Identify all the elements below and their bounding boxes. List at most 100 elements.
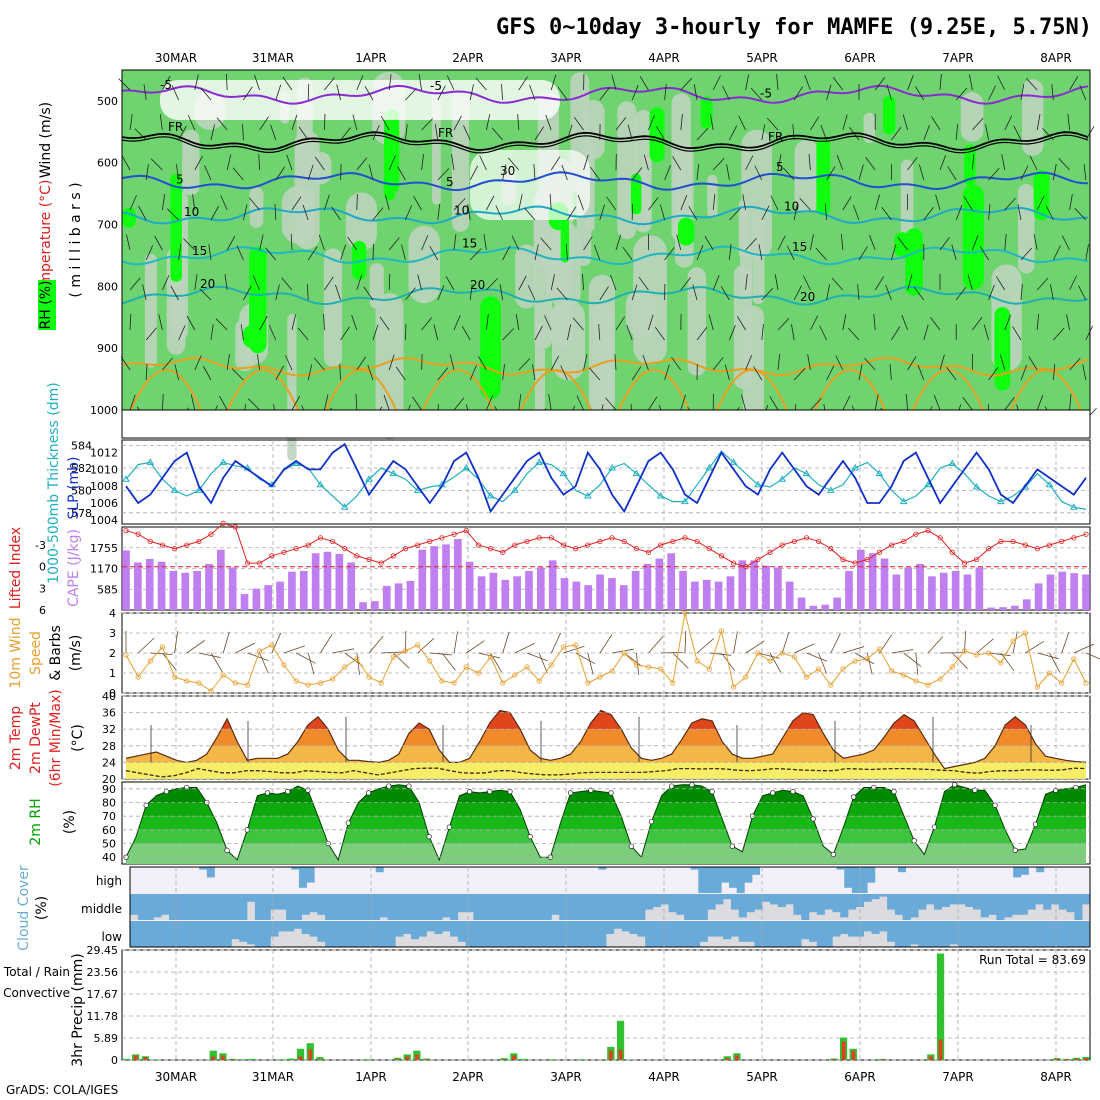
temp-band: [126, 712, 1086, 730]
cape-bar: [868, 553, 877, 610]
wind-speed-point: [415, 642, 421, 648]
wind-barb: [622, 246, 633, 261]
wind-barb: [275, 284, 280, 301]
cloud-cell: [996, 921, 1005, 947]
wind-barb: [897, 236, 908, 251]
cloud-cell: [859, 867, 868, 893]
isotherm-line: [1010, 369, 1082, 411]
wind-barb: [976, 638, 994, 654]
wind-barb: [137, 637, 155, 654]
rh-legend-swatch: [38, 280, 56, 330]
wind-speed-point: [937, 676, 943, 682]
wind-barb: [915, 652, 919, 675]
wind-axis-label: Wind (m/s): [38, 102, 54, 178]
wind-barb: [453, 397, 465, 411]
lifted-index-point: [645, 549, 652, 555]
cloud-cell: [894, 894, 903, 915]
wind-barb: [281, 277, 293, 291]
cloud-cell: [567, 894, 576, 920]
cape-bar: [809, 605, 818, 610]
rh-point: [365, 790, 372, 796]
wind-barb: [275, 365, 284, 381]
lifted-index-point: [184, 542, 190, 548]
lifted-index-point: [888, 542, 895, 548]
cloud-cell: [910, 894, 919, 918]
thickness-point: [146, 458, 155, 465]
cloud-cell: [637, 894, 646, 920]
cloud-level-label: low: [102, 930, 123, 944]
cape-bar: [122, 550, 130, 610]
wind-barb: [340, 244, 346, 261]
cloud-cell: [598, 921, 607, 947]
thickness-point: [851, 464, 859, 471]
li-tick: 6: [39, 604, 46, 617]
wind-barb: [631, 284, 638, 301]
thickness-point: [462, 464, 471, 471]
cloud-cell: [426, 921, 435, 932]
isotherm-label: FR: [168, 120, 183, 134]
cloud-cell: [418, 921, 427, 937]
wind-barb: [826, 365, 835, 381]
wind-barb: [1083, 164, 1087, 181]
wind-barb: [729, 125, 738, 141]
temp-tick: 24: [102, 756, 116, 769]
cloud-cell: [270, 894, 279, 910]
cloud-cell: [910, 921, 919, 945]
wind-barb: [648, 115, 655, 131]
wind-barb: [1020, 165, 1029, 181]
lifted-index-point: [609, 535, 615, 541]
cloud-cell: [598, 867, 607, 870]
cape-bar: [975, 567, 984, 610]
wind-barb: [696, 638, 715, 654]
cloud-cell: [582, 894, 591, 920]
wind-barb: [729, 325, 736, 341]
cloud-cell: [996, 894, 1005, 920]
cloud-cell: [528, 894, 537, 920]
wind-barb: [219, 395, 228, 411]
cloud-cell: [481, 921, 490, 947]
thickness-point: [778, 475, 787, 482]
cloud-cell: [598, 894, 607, 920]
wind-barb: [372, 125, 380, 141]
run-total-label: Run Total = 83.69: [979, 953, 1086, 967]
wind-speed-point: [487, 654, 494, 660]
wind-barb: [1036, 114, 1041, 131]
wind-barb: [615, 117, 627, 131]
wind-barb: [891, 326, 901, 341]
wind-barb: [696, 327, 708, 341]
wind-barb: [252, 275, 260, 291]
lifted-index-point: [451, 531, 457, 537]
lifted-index-point: [257, 560, 263, 566]
precip-total-bar: [519, 1058, 528, 1060]
wind-barb: [1036, 195, 1045, 211]
wind-barb: [270, 124, 277, 141]
wind-barb: [405, 88, 417, 101]
cloud-cell: [473, 894, 482, 920]
isotherm-line: [121, 356, 1089, 377]
rh2m-axis-units: (%): [62, 810, 78, 834]
wind-barb: [200, 87, 212, 101]
wind-barb: [1058, 158, 1070, 171]
wind-barb: [671, 356, 682, 371]
wind-barb: [204, 165, 212, 181]
wind-barb: [437, 85, 446, 101]
wind-speed-point: [779, 650, 785, 656]
wind-barb: [1042, 128, 1054, 141]
wind-barb: [368, 635, 384, 654]
cape-bar: [465, 561, 474, 610]
wind-barb: [274, 204, 277, 221]
wind-barb: [753, 366, 763, 381]
wind-barb: [738, 115, 746, 131]
wind-speed-point: [974, 652, 980, 658]
thickness-point: [924, 480, 932, 488]
cloud-cell: [1035, 894, 1044, 905]
cloud-cell: [660, 921, 669, 947]
wind-speed-point: [682, 610, 688, 616]
wind-barb: [449, 354, 455, 371]
thickness-point: [340, 503, 349, 510]
wind-barb: [1020, 284, 1023, 301]
wind-barb: [467, 204, 471, 221]
lifted-index-point: [658, 542, 664, 548]
rh-moist-patch: [816, 138, 831, 216]
wind-speed-point: [840, 666, 846, 672]
